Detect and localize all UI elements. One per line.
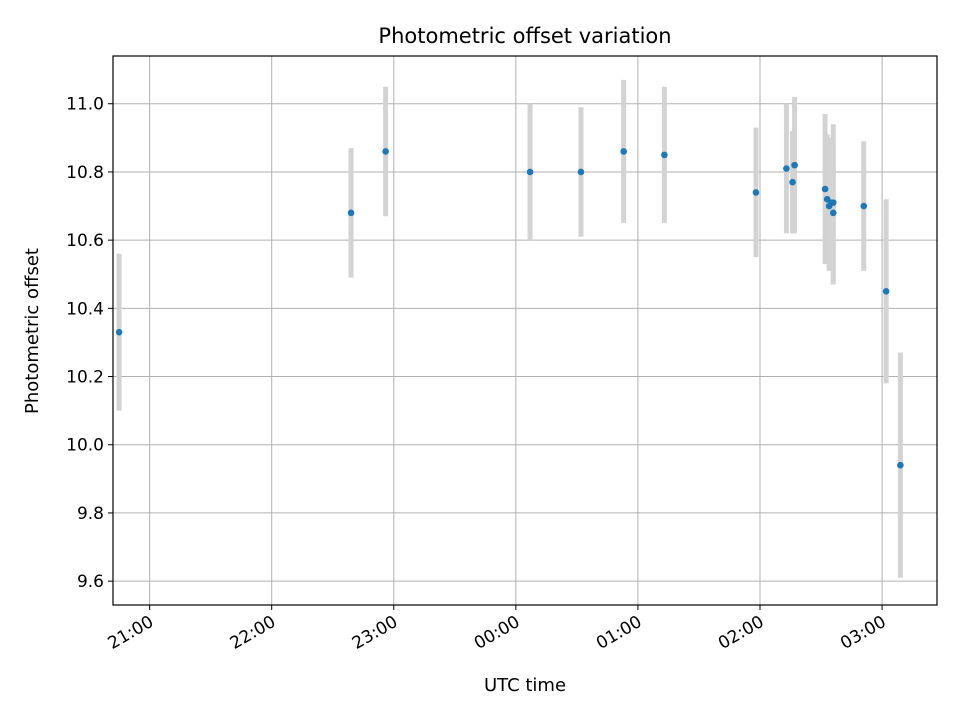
chart-title: Photometric offset variation bbox=[378, 24, 671, 48]
data-point bbox=[897, 461, 904, 469]
data-point bbox=[661, 151, 668, 159]
data-point bbox=[115, 328, 123, 336]
data-point bbox=[821, 185, 829, 193]
y-tick-label: 10.4 bbox=[66, 299, 104, 319]
y-tick-label: 10.8 bbox=[66, 163, 104, 183]
data-point bbox=[791, 161, 798, 169]
y-axis-ticks: 9.6 9.8 10.0 10.2 10.4 10.6 10.8 11.0 bbox=[66, 95, 113, 592]
y-tick-label: 9.6 bbox=[77, 572, 104, 592]
data-points bbox=[115, 148, 904, 469]
data-point bbox=[829, 199, 837, 206]
y-tick-label: 10.2 bbox=[66, 368, 104, 388]
y-tick-label: 9.8 bbox=[77, 504, 104, 524]
y-tick-label: 10.0 bbox=[66, 436, 104, 456]
data-point bbox=[783, 165, 790, 172]
data-point bbox=[829, 209, 837, 217]
data-point bbox=[752, 189, 760, 196]
data-point bbox=[526, 168, 534, 176]
data-point bbox=[882, 287, 890, 295]
plot-area-frame bbox=[112, 55, 938, 606]
x-axis-title: UTC time bbox=[484, 675, 566, 696]
y-axis-title: Photometric offset bbox=[22, 248, 43, 414]
y-tick-label: 11.0 bbox=[66, 95, 104, 115]
y-tick-label: 10.6 bbox=[66, 231, 104, 251]
data-point bbox=[620, 148, 627, 155]
grid bbox=[113, 56, 937, 605]
data-point bbox=[860, 202, 868, 210]
data-point bbox=[382, 148, 389, 155]
data-point bbox=[789, 178, 796, 186]
data-point bbox=[577, 168, 585, 176]
data-point bbox=[347, 209, 355, 217]
